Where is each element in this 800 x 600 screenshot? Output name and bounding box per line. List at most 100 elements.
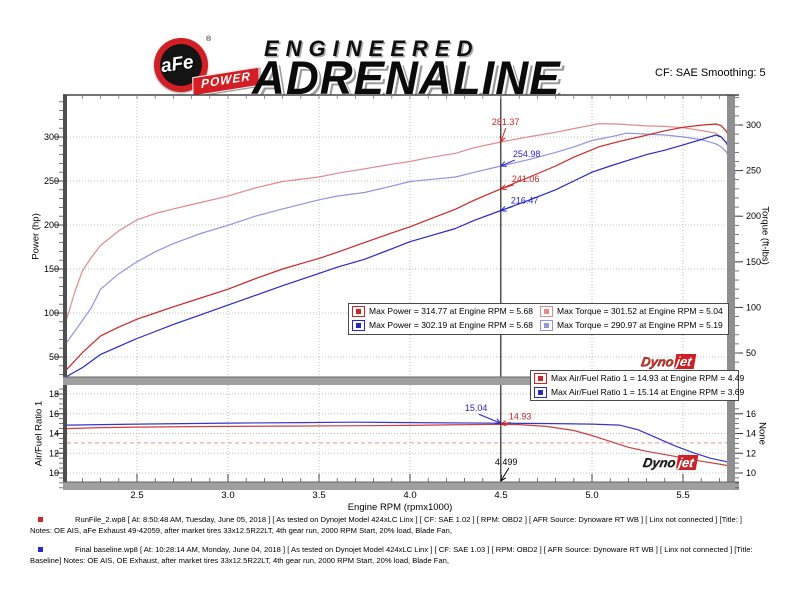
legend-label: Max Power = 302.19 at Engine RPM = 5.68	[369, 320, 533, 330]
afr-tick-label: 12	[49, 448, 59, 458]
dynojet-dyno-text: Dyno	[639, 354, 675, 369]
dynojet-logo-power: Dynojet	[640, 354, 696, 369]
power-tick-label: 250	[44, 176, 59, 186]
run2-info: Final baseline.wp8 [ At: 10:28:14 AM, Mo…	[75, 545, 753, 554]
left-axis-bar	[63, 95, 67, 490]
afr-right-tick-label: 12	[746, 448, 756, 458]
afr-tick-label: 14	[49, 429, 59, 439]
power-tick-label: 200	[44, 220, 59, 230]
cursor-value-label: 281.37	[492, 117, 520, 127]
annotation-arrowhead	[500, 137, 506, 143]
legend-item: Max Power = 302.19 at Engine RPM = 5.68	[349, 318, 537, 332]
power-tick-label: 300	[44, 132, 59, 142]
series-afr-baseline	[66, 421, 736, 465]
x-axis-title: Engine RPM (rpmx1000)	[347, 502, 453, 513]
annotation-arrowhead	[500, 210, 507, 212]
annotation-arrow	[500, 421, 511, 425]
power-torque-legend: Max Power = 314.77 at Engine RPM = 5.68 M…	[348, 303, 729, 335]
series-swatch-icon	[540, 319, 553, 331]
annotation-arrowhead	[500, 188, 507, 191]
series-power-baseline	[66, 134, 736, 377]
dynojet-jet-text: jet	[673, 354, 696, 369]
torque-tick-label: 200	[746, 211, 761, 221]
x-tick-label: 4.0	[403, 490, 416, 501]
brand-engineered: ENGINEERED	[264, 36, 480, 61]
power-axis-title: Power (hp)	[30, 213, 42, 260]
annotation-arrow	[500, 159, 516, 167]
afr-legend: Max Air/Fuel Ratio 1 = 14.93 at Engine R…	[530, 370, 744, 401]
torque-axis-title: Torque (ft-lbs)	[759, 206, 771, 265]
x-tick-label: 3.5	[312, 490, 325, 501]
cf-smoothing-label: CF: SAE Smoothing: 5	[655, 67, 766, 79]
dynojet-dyno-text: Dyno	[641, 455, 677, 470]
legend-row: Max Air/Fuel Ratio 1 = 14.93 at Engine R…	[531, 371, 744, 385]
annotation-arrow	[500, 206, 513, 211]
afe-logo-circle: aFe ®	[154, 36, 212, 92]
annotation-arrow	[478, 413, 502, 424]
run1-notes: Notes: OE AIS, aFe Exhaust 49-42059, aft…	[30, 525, 452, 535]
series-swatch-icon	[352, 319, 365, 331]
afr-right-tick-label: 14	[746, 429, 756, 439]
annotation-arrowhead	[500, 205, 506, 211]
afr-right-tick-label: 16	[746, 409, 756, 419]
legend-label: Max Power = 314.77 at Engine RPM = 5.68	[369, 306, 533, 316]
cursor-value-label: 15.04	[465, 403, 488, 413]
legend-row: Max Power = 302.19 at Engine RPM = 5.68 M…	[349, 318, 728, 332]
legend-label: Max Torque = 290.97 at Engine RPM = 5.19	[557, 320, 723, 330]
legend-label: Max Torque = 301.52 at Engine RPM = 5.04	[557, 306, 723, 316]
power-tick-label: 100	[44, 308, 59, 318]
torque-tick-label: 100	[746, 302, 761, 312]
series-swatch-icon	[534, 386, 547, 398]
annotation-arrowhead	[500, 474, 502, 482]
torque-tick-label: 300	[746, 120, 761, 130]
series-torque-afe	[66, 122, 736, 319]
power-tick-label: 50	[49, 352, 59, 362]
run1-color-bullet	[38, 517, 43, 522]
legend-row: Max Air/Fuel Ratio 1 = 15.14 at Engine R…	[531, 385, 744, 399]
mid-axis-bar	[63, 377, 739, 385]
legend-item: Max Air/Fuel Ratio 1 = 15.14 at Engine R…	[531, 385, 744, 399]
series-swatch-icon	[540, 305, 553, 317]
cursor-value-label: 216.47	[511, 196, 539, 206]
legend-label: Max Air/Fuel Ratio 1 = 14.93 at Engine R…	[551, 373, 745, 383]
annotation-arrow	[500, 184, 514, 190]
run-description-2: Final baseline.wp8 [ At: 10:28:14 AM, Mo…	[30, 545, 775, 566]
series-power-afe	[66, 123, 736, 370]
cursor-value-label: 254.98	[513, 149, 541, 159]
cursor-value-label: 14.93	[509, 411, 532, 421]
legend-item: Max Power = 314.77 at Engine RPM = 5.68	[349, 304, 537, 318]
annotation-arrowhead	[500, 477, 507, 482]
legend-label: Max Air/Fuel Ratio 1 = 15.14 at Engine R…	[551, 387, 745, 397]
legend-item: Max Air/Fuel Ratio 1 = 14.93 at Engine R…	[531, 371, 744, 385]
annotation-arrow	[500, 467, 510, 482]
cursor-value-label: 241.06	[512, 174, 540, 184]
annotation-arrowhead	[500, 423, 507, 427]
series-torque-baseline	[66, 132, 736, 343]
registered-mark: ®	[206, 36, 212, 43]
torque-tick-label: 250	[746, 166, 761, 176]
annotation-arrowhead	[500, 161, 506, 167]
series-afr-afe	[66, 423, 736, 468]
annotation-arrowhead	[500, 420, 506, 425]
legend-row: Max Power = 314.77 at Engine RPM = 5.68 M…	[349, 304, 728, 318]
run-description-1: RunFile_2.wp8 [ At: 8:50:48 AM, Tuesday,…	[30, 515, 775, 536]
torque-tick-label: 150	[746, 257, 761, 267]
afr-tick-label: 16	[49, 409, 59, 419]
annotation-arrowhead	[500, 184, 506, 190]
run2-color-bullet	[38, 547, 43, 552]
series-swatch-icon	[352, 305, 365, 317]
x-tick-label: 3.0	[221, 490, 234, 501]
legend-item: Max Torque = 301.52 at Engine RPM = 5.04	[537, 304, 725, 318]
torque-tick-label: 50	[746, 348, 756, 358]
annotation-arrowhead	[499, 135, 502, 143]
run2-notes: Baseline] Notes: OE AIS, OE Exhaust, aft…	[30, 555, 449, 565]
afr-tick-label: 10	[49, 468, 59, 478]
x-tick-label: 5.5	[676, 490, 689, 501]
annotation-arrowhead	[496, 418, 502, 424]
dynojet-logo-afr: Dynojet	[642, 455, 698, 470]
dynojet-jet-text: jet	[675, 455, 698, 470]
right-axis-bar	[727, 95, 735, 490]
cursor-value-label: 4.499	[495, 457, 518, 467]
